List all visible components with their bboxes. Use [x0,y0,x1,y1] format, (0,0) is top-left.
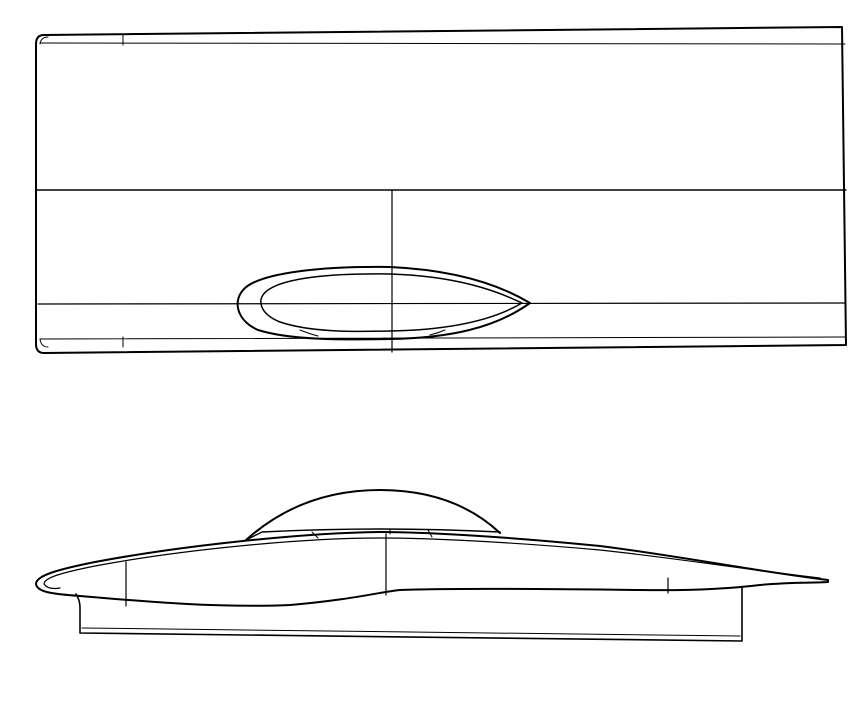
front-corner-detail-top [39,36,49,45]
inner-edge-line-top [39,42,846,45]
canopy-outer-outline [236,265,531,341]
canopy-base-line [245,528,501,541]
canopy-seam-left [299,329,319,337]
body-outline [35,26,847,354]
shell-outer-outline [35,531,829,607]
canopy-seam-right [429,329,446,336]
base-platform [75,587,743,642]
side-view [35,489,829,642]
canopy-inner-outline [260,273,523,333]
lower-horizontal-line [37,302,846,305]
top-view [35,26,847,354]
base-platform-top-line [81,627,741,637]
canopy-bubble [245,489,501,541]
front-corner-detail-bottom [39,338,49,348]
nose-tip-detail [43,583,61,590]
inner-edge-line-bottom [39,336,846,340]
shell-inner-line [43,537,821,585]
